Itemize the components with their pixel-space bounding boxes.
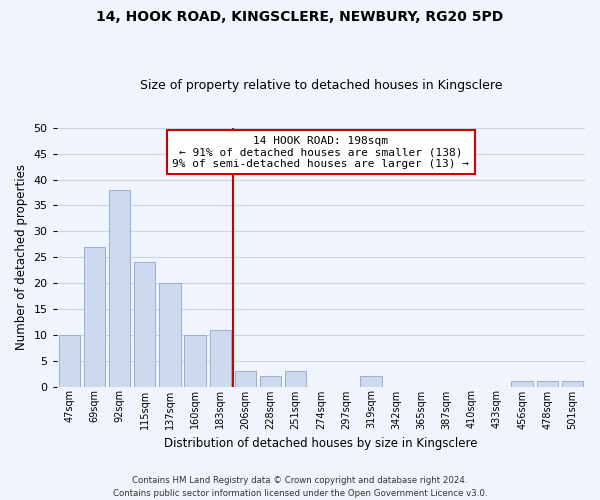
Bar bbox=[84, 247, 105, 386]
Bar bbox=[235, 371, 256, 386]
Bar bbox=[285, 371, 307, 386]
Title: Size of property relative to detached houses in Kingsclere: Size of property relative to detached ho… bbox=[140, 79, 502, 92]
Bar bbox=[361, 376, 382, 386]
X-axis label: Distribution of detached houses by size in Kingsclere: Distribution of detached houses by size … bbox=[164, 437, 478, 450]
Bar bbox=[109, 190, 130, 386]
Bar bbox=[511, 382, 533, 386]
Bar bbox=[159, 283, 181, 387]
Bar bbox=[536, 382, 558, 386]
Text: 14 HOOK ROAD: 198sqm
← 91% of detached houses are smaller (138)
9% of semi-detac: 14 HOOK ROAD: 198sqm ← 91% of detached h… bbox=[172, 136, 469, 169]
Y-axis label: Number of detached properties: Number of detached properties bbox=[15, 164, 28, 350]
Text: Contains HM Land Registry data © Crown copyright and database right 2024.
Contai: Contains HM Land Registry data © Crown c… bbox=[113, 476, 487, 498]
Bar bbox=[184, 335, 206, 386]
Bar bbox=[260, 376, 281, 386]
Bar bbox=[59, 335, 80, 386]
Text: 14, HOOK ROAD, KINGSCLERE, NEWBURY, RG20 5PD: 14, HOOK ROAD, KINGSCLERE, NEWBURY, RG20… bbox=[97, 10, 503, 24]
Bar bbox=[209, 330, 231, 386]
Bar bbox=[134, 262, 155, 386]
Bar bbox=[562, 382, 583, 386]
